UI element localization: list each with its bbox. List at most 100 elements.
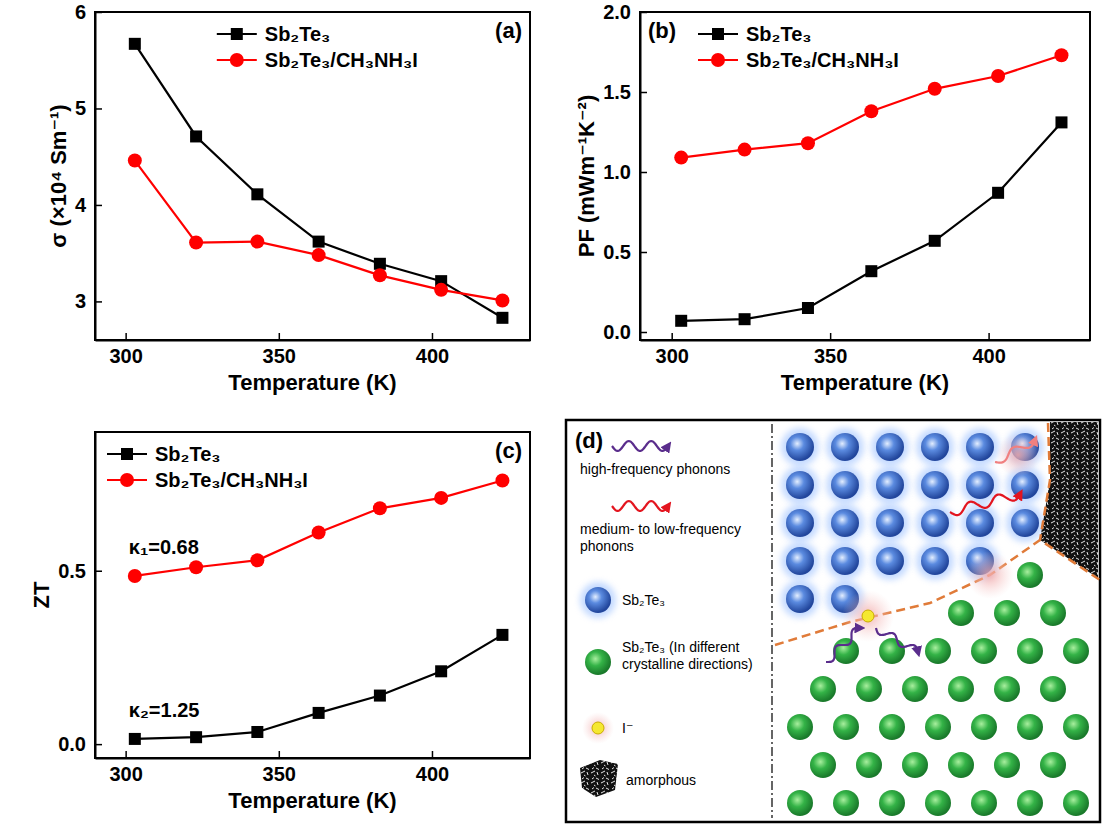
plot-area <box>674 48 1068 327</box>
series-line <box>681 122 1061 320</box>
tick-label: 2.0 <box>603 1 631 23</box>
data-point <box>675 315 687 327</box>
phonon-wave <box>995 440 1035 463</box>
annotation: κ₂=1.25 <box>129 699 200 721</box>
legend-label: I⁻ <box>622 720 633 736</box>
tick-mark <box>640 12 647 14</box>
data-point <box>312 248 326 262</box>
axis-line <box>641 340 1091 342</box>
panel-frame <box>566 420 1100 822</box>
sphere <box>585 587 611 613</box>
tick-label: 0.5 <box>603 241 631 263</box>
tick-mark <box>95 301 102 303</box>
sphere <box>921 547 949 575</box>
tick-mark <box>640 172 647 174</box>
tick-mark <box>640 252 647 254</box>
legend: Sb₂Te₃Sb₂Te₃/CH₃NH₃I <box>698 23 899 71</box>
sphere-glow <box>826 542 864 580</box>
tick: 300 <box>109 751 142 785</box>
data-point <box>928 82 942 96</box>
tick: 400 <box>416 333 449 367</box>
sphere <box>786 471 814 499</box>
sphere-glow <box>916 542 954 580</box>
sphere <box>831 433 859 461</box>
sphere-glow <box>916 504 954 542</box>
diagram-panel: (d)high-frequency phononsmedium- to low-… <box>566 420 1100 822</box>
tick-label: 0.0 <box>58 733 86 755</box>
legend: Sb₂Te₃Sb₂Te₃/CH₃NH₃I <box>107 443 308 491</box>
data-point <box>801 136 815 150</box>
tick-label: 350 <box>263 763 296 785</box>
data-point <box>128 569 142 583</box>
sphere <box>971 638 997 664</box>
legend-label: high-frequency phonons <box>580 461 730 477</box>
data-point <box>991 69 1005 83</box>
text-line: amorphous <box>626 772 696 788</box>
sphere <box>921 509 949 537</box>
data-point <box>190 731 202 743</box>
data-point <box>250 553 264 567</box>
sphere <box>787 790 813 816</box>
x-axis: 300350400 <box>96 751 531 785</box>
tick: 300 <box>109 333 142 367</box>
data-point <box>251 188 263 200</box>
legend-label: Sb₂Te₃/CH₃NH₃I <box>746 49 899 71</box>
sphere-glow <box>826 466 864 504</box>
tick-mark <box>95 108 102 110</box>
sphere <box>1017 790 1043 816</box>
plot-area <box>128 474 510 745</box>
chart-panel: 3003504000.00.5Temperature (K)ZT(c)Sb₂Te… <box>29 432 530 813</box>
axis-line <box>95 13 97 341</box>
figure: 3003504003456Temperature (K)σ (×10⁴ Sm⁻¹… <box>0 0 1109 828</box>
data-point <box>313 707 325 719</box>
sphere-glow <box>871 542 909 580</box>
text-line: I⁻ <box>622 720 633 736</box>
sphere-glow <box>781 580 819 618</box>
sphere <box>831 471 859 499</box>
sphere <box>831 547 859 575</box>
sphere <box>1011 509 1039 537</box>
sphere-glow <box>781 542 819 580</box>
x-axis-title: Temperature (K) <box>781 370 949 395</box>
text-line: crystalline directions) <box>622 656 753 672</box>
plot-frame <box>95 12 530 340</box>
sphere-glow <box>1006 504 1044 542</box>
tick-mark <box>830 333 832 340</box>
legend-label: Sb₂Te₃ (In differentcrystalline directio… <box>622 639 753 672</box>
sphere <box>966 471 994 499</box>
sphere <box>879 790 905 816</box>
scene <box>775 422 1100 816</box>
sphere <box>786 433 814 461</box>
series-line <box>135 481 503 576</box>
x-axis: 300350400 <box>641 333 1091 367</box>
scattering-site <box>582 712 614 744</box>
tick-label: 0.5 <box>58 560 86 582</box>
legend-label: Sb₂Te₃ <box>265 23 331 45</box>
tick-label: 400 <box>972 345 1005 367</box>
data-point <box>190 130 202 142</box>
axis-line <box>96 758 531 760</box>
sphere <box>902 676 928 702</box>
legend-marker <box>711 53 725 67</box>
tick: 400 <box>972 333 1005 367</box>
sphere <box>925 790 951 816</box>
tick-label: 350 <box>814 345 847 367</box>
data-point <box>251 726 263 738</box>
tick-label: 300 <box>109 345 142 367</box>
sphere-glow <box>781 466 819 504</box>
tick-label: 5 <box>75 97 86 119</box>
phonon-wave <box>612 441 668 451</box>
data-point <box>864 104 878 118</box>
data-point <box>313 236 325 248</box>
legend-marker <box>121 448 133 460</box>
sphere-glow <box>871 428 909 466</box>
sphere <box>994 600 1020 626</box>
data-point <box>374 258 386 270</box>
sphere <box>787 714 813 740</box>
sphere <box>786 509 814 537</box>
sphere-glow <box>916 466 954 504</box>
tick: 0.0 <box>603 321 647 343</box>
tick-label: 4 <box>75 194 87 216</box>
diagram-legend: high-frequency phononsmedium- to low-fre… <box>580 441 753 797</box>
sphere <box>902 752 928 778</box>
